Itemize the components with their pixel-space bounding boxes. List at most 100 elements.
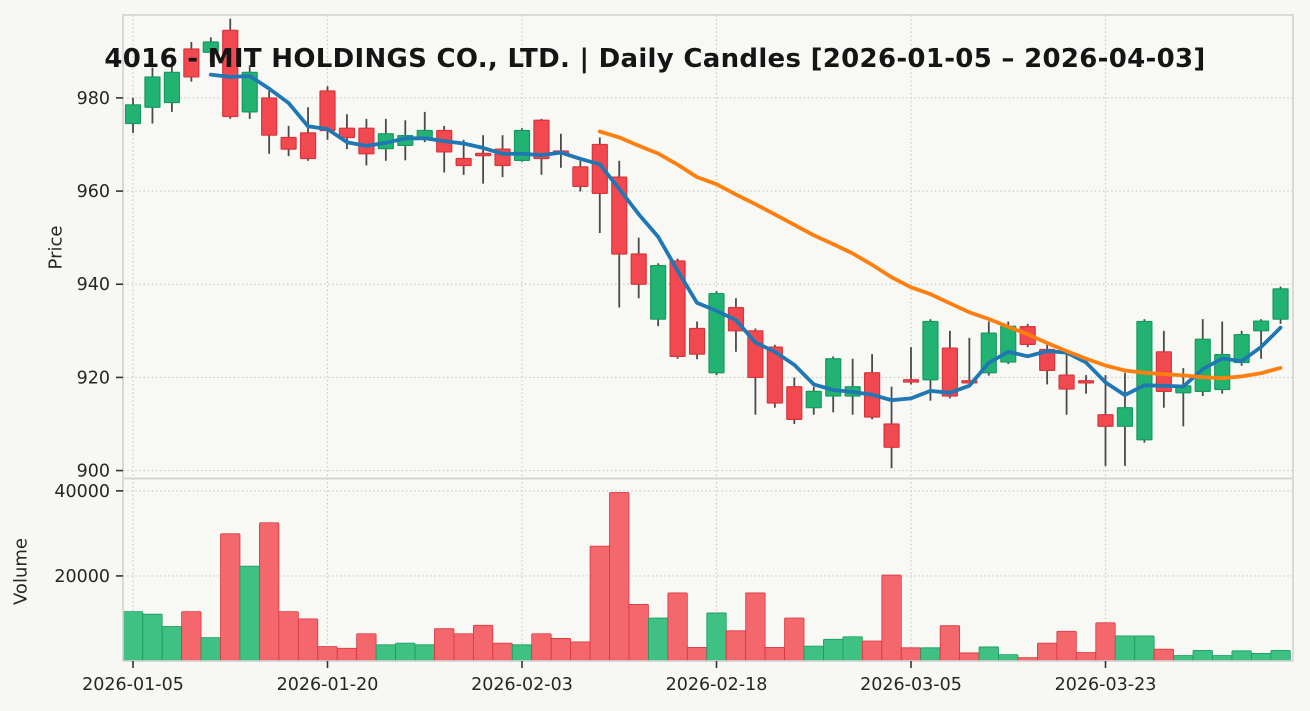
volume-bar-2026-03-06 (920, 647, 941, 662)
candle-2026-02-06 (572, 160, 589, 192)
volume-bar-2026-02-10 (609, 492, 630, 662)
volume-bar-2026-02-02 (492, 642, 513, 662)
volume-bar-2026-01-29 (453, 633, 474, 662)
volume-bar-2026-02-25 (784, 617, 805, 662)
volume-bar-2026-03-02 (842, 636, 863, 662)
candle-2026-01-15 (261, 90, 278, 154)
volume-bar-2026-03-04 (881, 574, 902, 662)
volume-bar-2026-02-13 (648, 617, 669, 662)
candle-2026-04-02 (1252, 319, 1270, 359)
candle-2026-02-26 (805, 386, 822, 415)
volume-bar-2026-02-18 (706, 612, 727, 662)
volume-bar-2026-02-24 (764, 646, 785, 662)
volume-bar-2026-02-16 (667, 592, 688, 662)
volume-bar-2026-02-06 (570, 641, 591, 662)
volume-tick-label: 40000 (54, 482, 110, 502)
volume-bar-2026-03-26 (1153, 648, 1174, 662)
candle-2026-01-07 (163, 65, 180, 112)
price-tick-label: 920 (77, 368, 110, 388)
candle-2026-01-30 (475, 135, 492, 184)
price-tick-label: 900 (77, 462, 110, 482)
volume-bar-2026-02-17 (686, 646, 708, 662)
volume-bar-2026-01-05 (122, 611, 144, 662)
volume-bar-2026-01-14 (239, 565, 260, 662)
volume-bar-2026-04-03 (1270, 649, 1291, 662)
candle-2026-02-27 (825, 356, 842, 413)
volume-bar-2026-01-28 (434, 628, 455, 662)
candle-2026-03-25 (1136, 319, 1153, 443)
candle-2026-01-16 (280, 125, 297, 157)
volume-bar-2026-02-12 (628, 604, 649, 662)
volume-bar-2026-02-20 (745, 592, 766, 662)
volume-bar-2026-01-09 (200, 637, 221, 662)
candle-2026-01-05 (124, 97, 142, 133)
volume-bar-2026-01-27 (414, 644, 435, 662)
volume-bar-2026-02-05 (550, 638, 572, 662)
volume-bar-2026-03-12 (998, 654, 1019, 662)
spines (122, 14, 1294, 662)
volume-bar-2026-02-26 (803, 645, 824, 662)
volume-bar-2026-01-20 (317, 646, 338, 662)
volume-bar-2026-01-23 (375, 644, 396, 662)
x-tick-label: 2026-03-23 (1055, 675, 1157, 695)
volume-tick-label: 20000 (54, 567, 110, 587)
volume-bar-2026-01-30 (472, 624, 494, 662)
volume-bar-2026-03-10 (959, 652, 980, 662)
candle-2026-03-24 (1116, 372, 1134, 466)
candle-2026-01-08 (183, 42, 200, 82)
volume-bar-2026-01-07 (161, 626, 183, 662)
volume-bar-2026-03-03 (861, 640, 883, 662)
volume-bar-2026-01-13 (220, 533, 241, 662)
candle-2026-03-05 (902, 347, 920, 385)
candle-2026-03-06 (922, 319, 939, 401)
candle-2026-02-04 (533, 118, 550, 175)
overlay-line-MA-5 (208, 72, 1283, 403)
volume-bar-2026-03-19 (1075, 652, 1097, 662)
volume-bar-2026-01-19 (297, 618, 319, 662)
candle-2026-01-19 (299, 107, 317, 161)
candle-2026-03-17 (1058, 354, 1075, 415)
candle-2026-02-16 (669, 258, 686, 359)
candle-2026-01-13 (222, 18, 239, 119)
volume-bar-2026-02-27 (823, 638, 844, 662)
candle-2026-02-13 (650, 263, 667, 327)
price-axis-label: Price (45, 225, 67, 270)
candle-2026-02-18 (708, 291, 725, 376)
candle-2026-01-14 (241, 65, 258, 119)
candle-2026-03-19 (1077, 375, 1095, 394)
candle-2026-02-25 (786, 377, 803, 424)
candle-2026-04-03 (1272, 286, 1289, 324)
x-tick-label: 2026-03-05 (860, 675, 962, 695)
x-tick-label: 2026-01-05 (82, 675, 184, 695)
panel-backgrounds (123, 15, 1293, 661)
volume-bar-2026-01-15 (259, 522, 280, 662)
overlay-line-MA-25 (597, 129, 1283, 381)
x-tick-label: 2026-02-03 (471, 675, 573, 695)
candle-2026-03-23 (1097, 375, 1114, 466)
price-tick-label: 960 (77, 182, 110, 202)
volume-bar-2026-01-16 (278, 611, 299, 662)
volume-bar-2026-01-26 (395, 642, 416, 662)
volume-bar-2026-04-02 (1250, 652, 1272, 662)
volume-bar-2026-03-25 (1134, 635, 1155, 662)
volume-axis-label: Volume (10, 538, 32, 605)
candle-2026-02-24 (766, 344, 783, 408)
volume-bar-2026-03-30 (1192, 649, 1213, 662)
moving-averages (208, 72, 1283, 403)
volume-bar-2026-03-11 (978, 646, 999, 662)
candle-2026-01-29 (455, 139, 472, 175)
volume-bar-2026-02-09 (589, 545, 610, 662)
volume-bar-2026-02-03 (511, 644, 533, 662)
price-tick-label: 940 (77, 275, 110, 295)
candle-2026-03-09 (941, 330, 959, 399)
volume-bar-2026-03-24 (1114, 635, 1136, 662)
volume-bar-2026-03-09 (939, 625, 961, 662)
volume-bar-2026-04-01 (1231, 650, 1252, 662)
candle-2026-01-09 (202, 37, 219, 63)
candle-2026-02-17 (688, 321, 706, 360)
volume-bar-2026-03-05 (900, 647, 922, 662)
candle-2026-03-26 (1155, 330, 1172, 408)
price-tick-label: 980 (77, 89, 110, 109)
